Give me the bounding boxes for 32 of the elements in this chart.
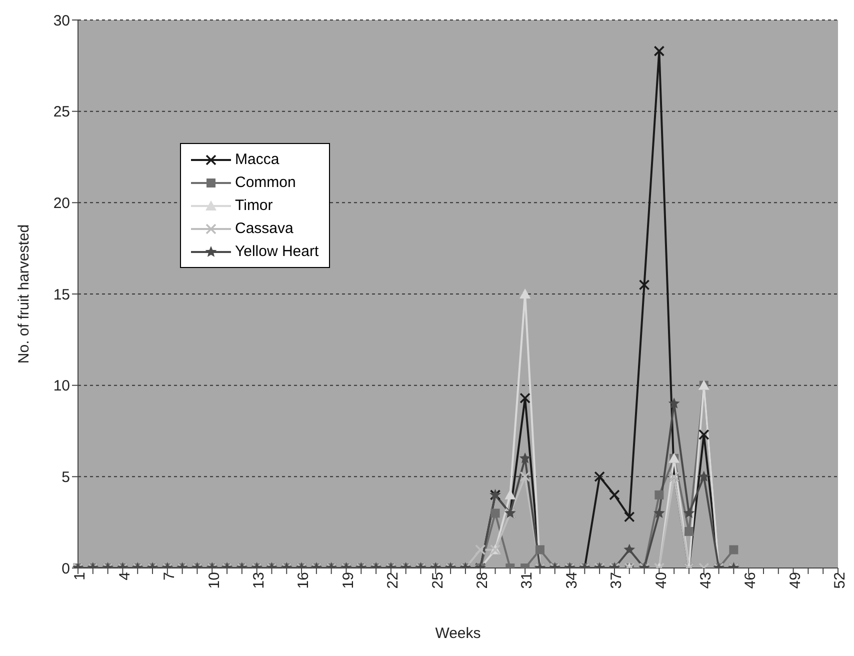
x-tick-label: 37 — [608, 572, 626, 589]
x-tick-label: 13 — [250, 572, 268, 589]
x-tick-label: 46 — [742, 572, 760, 589]
y-tick-label: 25 — [53, 104, 70, 121]
y-tick-label: 30 — [53, 12, 70, 30]
x-tick-label: 52 — [832, 572, 849, 589]
y-tick-label: 15 — [53, 286, 70, 304]
x-tick-label: 22 — [384, 572, 402, 589]
legend-label: Macca — [235, 151, 280, 168]
y-tick-label: 0 — [62, 560, 70, 578]
legend-label: Common — [235, 174, 296, 191]
y-tick-label: 10 — [53, 378, 70, 395]
x-tick-label: 16 — [295, 572, 312, 589]
x-tick-label: 25 — [429, 572, 446, 589]
x-tick-label: 10 — [206, 572, 223, 589]
x-axis-title: Weeks — [435, 625, 481, 642]
x-tick-label: 34 — [563, 572, 580, 589]
y-axis-title: No. of fruit harvested — [15, 224, 32, 364]
x-tick-label: 4 — [116, 572, 134, 580]
legend-label: Yellow Heart — [235, 243, 319, 260]
x-tick-label: 31 — [518, 572, 536, 589]
y-tick-label: 20 — [53, 194, 70, 212]
x-tick-label: 28 — [474, 572, 492, 589]
x-tick-label: 19 — [340, 572, 357, 589]
legend-label: Timor — [235, 197, 273, 214]
x-tick-label: 7 — [161, 572, 178, 580]
x-tick-label: 49 — [786, 572, 804, 589]
x-tick-label: 43 — [698, 572, 715, 589]
y-tick-label: 5 — [62, 468, 70, 486]
legend-label: Cassava — [235, 220, 294, 237]
x-tick-label: 1 — [72, 572, 89, 580]
x-tick-label: 40 — [652, 572, 670, 589]
